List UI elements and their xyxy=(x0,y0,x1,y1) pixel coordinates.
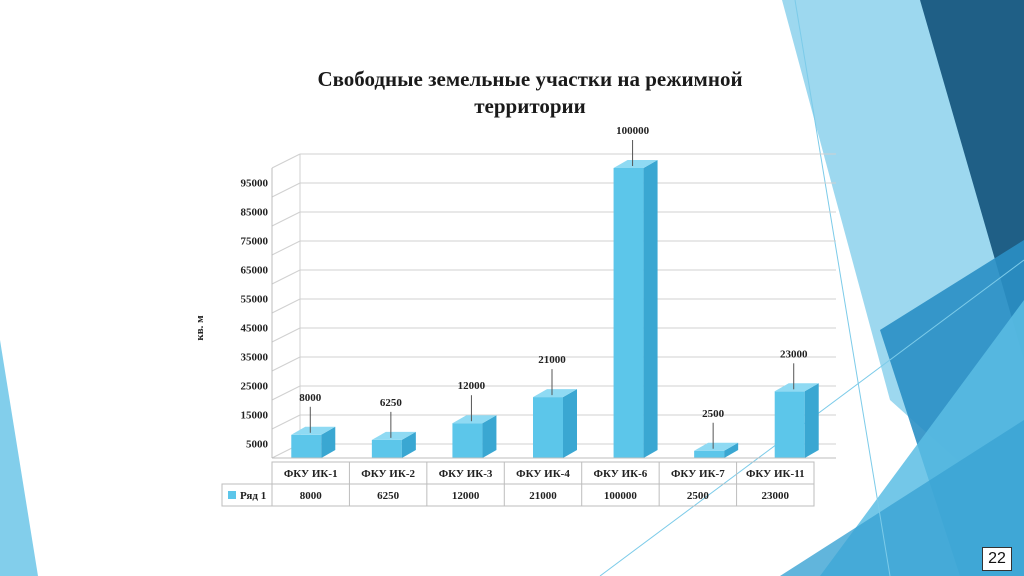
y-tick-label: 85000 xyxy=(241,207,269,219)
x-tick-label: ФКУ ИК-2 xyxy=(361,468,415,480)
table-value: 12000 xyxy=(452,490,480,502)
data-label: 21000 xyxy=(538,354,566,366)
gridline-side xyxy=(271,182,301,198)
bar-side xyxy=(321,426,336,458)
x-tick-label: ФКУ ИК-6 xyxy=(594,468,648,480)
gridline-side xyxy=(271,414,301,430)
y-tick-label: 45000 xyxy=(241,323,269,335)
data-label: 8000 xyxy=(299,392,322,404)
bar xyxy=(613,168,644,458)
gridline-side xyxy=(271,385,301,401)
bar-side xyxy=(804,383,819,458)
data-label: 2500 xyxy=(702,408,725,420)
table-value: 8000 xyxy=(300,490,323,502)
gridline-side xyxy=(271,298,301,314)
data-label: 23000 xyxy=(780,348,808,360)
y-tick-label: 5000 xyxy=(246,439,269,451)
bar-side xyxy=(643,160,658,458)
gridline-side xyxy=(271,240,301,256)
bar xyxy=(291,434,322,458)
y-tick-label: 65000 xyxy=(241,265,269,277)
bar-top xyxy=(694,442,739,451)
x-tick-label: ФКУ ИК-1 xyxy=(284,468,338,480)
deco-line-1 xyxy=(794,0,891,576)
data-label: 12000 xyxy=(458,380,486,392)
gridline-side xyxy=(271,327,301,343)
gridline-side xyxy=(271,356,301,372)
gridline-side xyxy=(271,153,301,169)
bar-top xyxy=(371,431,416,440)
bar-top xyxy=(774,383,819,392)
legend-swatch xyxy=(228,491,236,499)
y-axis-title: кв. м xyxy=(194,315,206,341)
bar-side xyxy=(724,442,739,458)
x-tick-label: ФКУ ИК-7 xyxy=(671,468,725,480)
table-value: 21000 xyxy=(529,490,557,502)
table-value: 2500 xyxy=(687,490,710,502)
bar-top xyxy=(613,160,658,168)
gridline-side xyxy=(271,211,301,227)
bar xyxy=(533,397,563,458)
bar xyxy=(452,423,483,458)
bar-top xyxy=(533,389,577,398)
x-tick-label: ФКУ ИК-4 xyxy=(516,468,570,480)
bar xyxy=(694,450,725,458)
data-label: 100000 xyxy=(616,125,650,137)
bar xyxy=(371,439,402,458)
bar-side xyxy=(563,389,577,458)
chart-title: Свободные земельные участки на режимной … xyxy=(317,67,743,118)
bar-top xyxy=(291,426,336,435)
x-tick-label: ФКУ ИК-3 xyxy=(439,468,493,480)
chart-layer: 5000 15000 25000 35000 45000 55000 65000 75000 8… xyxy=(194,125,836,507)
page-number: 22 xyxy=(982,547,1012,571)
bar-top xyxy=(452,415,497,424)
table-value: 23000 xyxy=(762,490,790,502)
bar-side xyxy=(401,431,416,458)
table-value: 100000 xyxy=(604,490,638,502)
y-tick-label: 25000 xyxy=(241,381,269,393)
gridline-side xyxy=(271,269,301,285)
y-tick-label: 55000 xyxy=(241,294,269,306)
y-tick-label: 35000 xyxy=(241,352,269,364)
deco-bottom-band xyxy=(780,420,1024,576)
y-tick-label: 15000 xyxy=(241,410,269,422)
bar xyxy=(774,391,805,458)
deco-left-triangle xyxy=(0,340,38,576)
data-label: 6250 xyxy=(380,397,403,409)
y-tick-label: 75000 xyxy=(241,236,269,248)
legend-label: Ряд 1 xyxy=(240,490,266,502)
y-tick-label: 95000 xyxy=(241,178,269,190)
table-value: 6250 xyxy=(377,490,400,502)
x-tick-label: ФКУ ИК-11 xyxy=(746,468,805,480)
bar-side xyxy=(482,415,497,458)
